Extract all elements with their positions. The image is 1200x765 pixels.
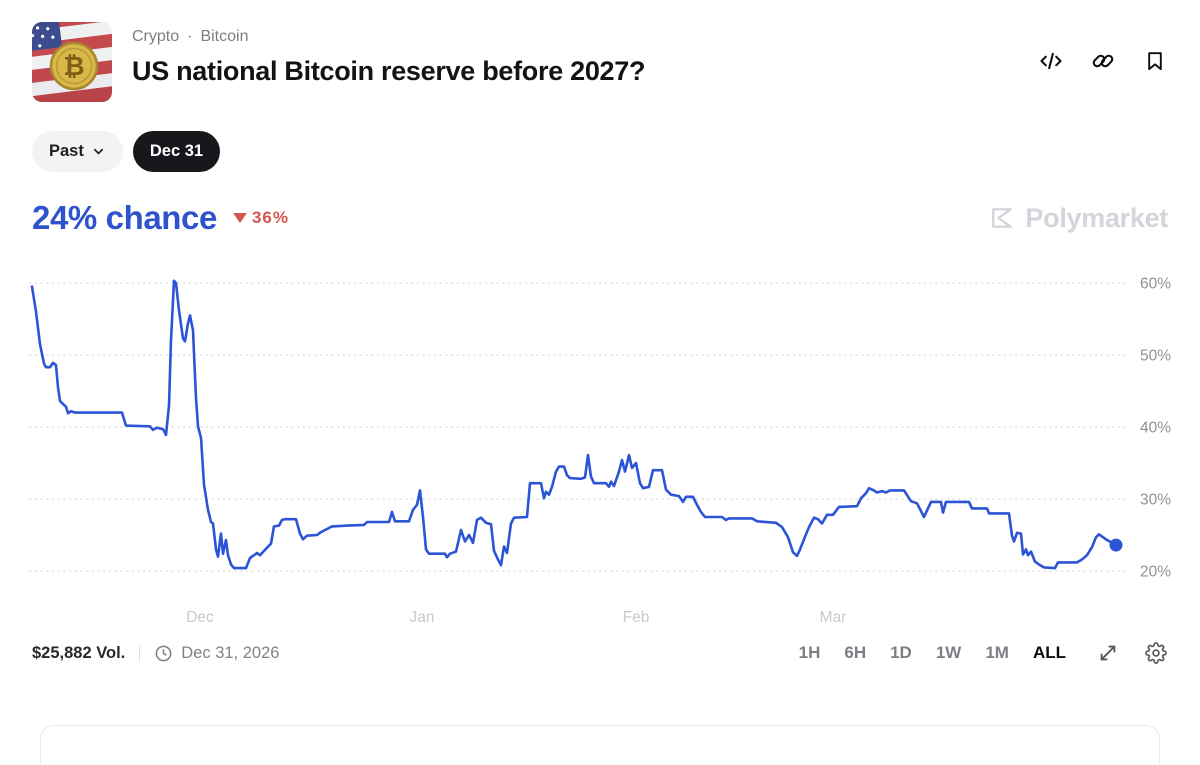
volume-label: $25,882 Vol. <box>32 643 126 662</box>
y-axis-tick-label: 60% <box>1140 276 1171 293</box>
x-axis-month-label: Feb <box>623 609 650 626</box>
range-1w[interactable]: 1W <box>935 643 962 662</box>
range-1m[interactable]: 1M <box>985 643 1009 662</box>
range-1h[interactable]: 1H <box>798 643 821 662</box>
price-line <box>30 279 1118 570</box>
range-all[interactable]: ALL <box>1032 643 1066 662</box>
svg-text:₿: ₿ <box>63 52 84 82</box>
chart-footer: $25,882 Vol. Dec 31, 2026 1H 6H 1D 1W 1M… <box>0 638 1200 668</box>
y-axis-tick-label: 40% <box>1140 420 1171 437</box>
price-endpoint-dot <box>1109 538 1123 552</box>
x-axis-month-label: Mar <box>820 609 847 626</box>
comment-input-box[interactable] <box>40 725 1160 765</box>
chart-section: 60% 50% 40% 30% 20% Dec Jan Feb Mar <box>0 265 1200 630</box>
copy-link-button[interactable] <box>1090 48 1116 74</box>
header-actions <box>1038 22 1168 74</box>
breadcrumb-category[interactable]: Crypto <box>132 28 180 45</box>
page-title: US national Bitcoin reserve before 2027? <box>132 56 646 86</box>
past-dropdown-label: Past <box>49 142 84 160</box>
breadcrumb-separator: · <box>187 28 193 45</box>
y-axis-tick-label: 20% <box>1140 564 1171 581</box>
us-flag-bitcoin-image: ₿ <box>32 22 112 102</box>
embed-code-button[interactable] <box>1038 48 1064 74</box>
polymarket-watermark-label: Polymarket <box>1025 202 1168 233</box>
range-6h[interactable]: 6H <box>844 643 867 662</box>
chance-change-value: 36% <box>251 208 289 227</box>
clock-icon <box>155 645 172 661</box>
time-range-selector: 1H 6H 1D 1W 1M ALL <box>799 641 1168 665</box>
breadcrumb: Crypto · Bitcoin <box>132 28 1038 46</box>
x-axis-month-label: Dec <box>186 609 214 626</box>
outcome-toggle-dec31[interactable]: Dec 31 <box>132 131 221 172</box>
breadcrumb-subcategory[interactable]: Bitcoin <box>200 28 249 45</box>
market-header: ₿ Crypto · Bitcoin US national Bitcoin r… <box>0 22 1200 102</box>
polymarket-logo-icon <box>992 208 1013 228</box>
end-date-label: Dec 31, 2026 <box>181 643 280 662</box>
y-axis-tick-label: 50% <box>1140 348 1171 365</box>
market-thumbnail: ₿ <box>32 22 112 102</box>
range-1d[interactable]: 1D <box>890 643 912 662</box>
embed-code-icon <box>1040 52 1062 70</box>
y-axis-tick-label: 30% <box>1140 492 1171 509</box>
arrow-down-icon <box>232 213 247 223</box>
chart-controls: Past Dec 31 <box>0 131 1200 172</box>
chevron-down-icon <box>93 148 103 155</box>
expand-chart-button[interactable] <box>1096 641 1120 665</box>
gear-icon <box>1145 642 1167 664</box>
link-icon <box>1092 54 1114 68</box>
chance-value: 24% chance <box>32 199 217 236</box>
chart-settings-button[interactable] <box>1144 641 1168 665</box>
expand-icon <box>1100 645 1116 661</box>
chance-change: 36% <box>232 208 289 228</box>
end-date: Dec 31, 2026 <box>154 644 279 663</box>
bookmark-icon <box>1148 52 1162 71</box>
x-axis-month-label: Jan <box>410 609 435 626</box>
polymarket-watermark: Polymarket <box>988 203 1168 234</box>
bookmark-button[interactable] <box>1142 48 1168 74</box>
probability-chart[interactable]: 60% 50% 40% 30% 20% Dec Jan Feb Mar <box>0 265 1200 630</box>
outcome-toggle-label: Dec 31 <box>149 142 204 160</box>
chance-row: 24% chance 36% Polymarket <box>0 196 1200 240</box>
footer-divider <box>139 644 141 662</box>
past-dropdown[interactable]: Past <box>32 131 123 172</box>
